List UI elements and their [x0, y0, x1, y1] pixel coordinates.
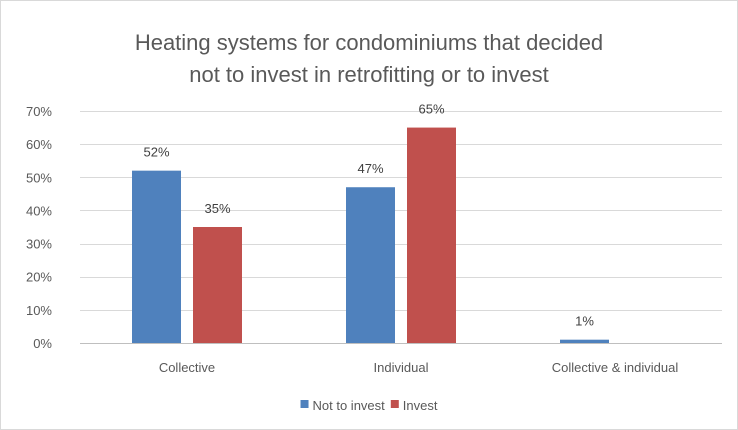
- y-tick-label: 0%: [33, 336, 52, 351]
- bar: [132, 170, 181, 343]
- y-tick-label: 70%: [26, 104, 52, 119]
- y-tick-label: 30%: [26, 237, 52, 252]
- bar: [346, 187, 395, 343]
- data-label: 1%: [575, 314, 594, 329]
- gridlines: [80, 111, 722, 344]
- y-tick-label: 50%: [26, 170, 52, 185]
- x-axis-ticks: Collective Individual Collective & individ…: [159, 360, 679, 375]
- data-label: 65%: [418, 102, 444, 117]
- data-label: 52%: [143, 145, 169, 160]
- bar: [407, 127, 456, 343]
- chart-title-line-2: not to invest in retrofitting or to inve…: [189, 62, 549, 87]
- x-tick-label: Collective: [159, 360, 215, 375]
- legend-swatch: [300, 400, 309, 408]
- x-tick-label: Collective & individual: [552, 360, 679, 375]
- y-tick-label: 40%: [26, 203, 52, 218]
- bar: [193, 227, 242, 343]
- y-tick-label: 20%: [26, 270, 52, 285]
- legend: Not to invest Invest: [300, 398, 438, 413]
- data-label: 35%: [204, 201, 230, 216]
- legend-label: Invest: [403, 398, 438, 413]
- chart-title-line-1: Heating systems for condominiums that de…: [135, 30, 603, 55]
- legend-label: Not to invest: [313, 398, 386, 413]
- data-label: 47%: [357, 161, 383, 176]
- y-axis-ticks: 0% 10% 20% 30% 40% 50% 60% 70%: [26, 104, 52, 351]
- y-tick-label: 10%: [26, 303, 52, 318]
- x-tick-label: Individual: [374, 360, 429, 375]
- bar: [560, 339, 609, 343]
- bars: 52% 35% 47% 65% 1%: [132, 102, 609, 343]
- y-tick-label: 60%: [26, 137, 52, 152]
- legend-swatch: [390, 400, 399, 408]
